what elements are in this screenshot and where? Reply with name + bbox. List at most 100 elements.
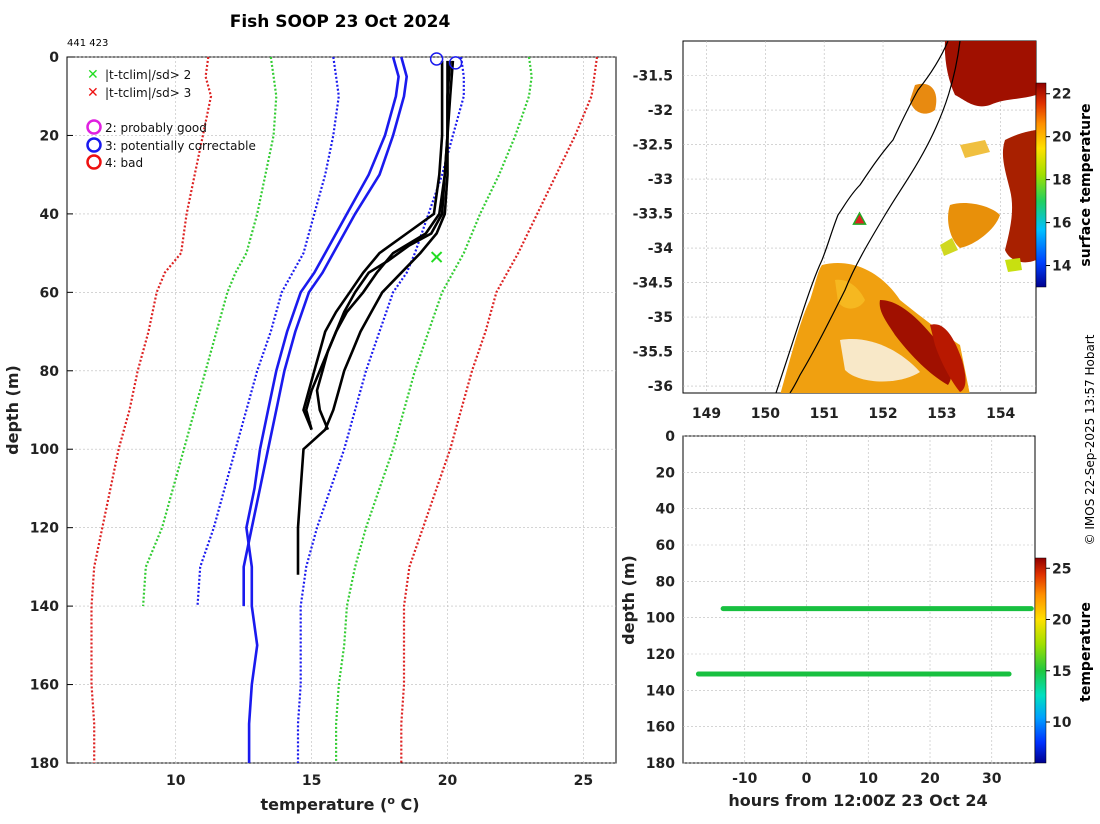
profile-xtick-label: 15 bbox=[302, 773, 321, 789]
profile-lines bbox=[90, 56, 599, 763]
map-colorbar bbox=[1035, 82, 1047, 288]
map-ytick-label: -34 bbox=[648, 241, 674, 257]
legend-qc-3: 3: potentially correctable bbox=[105, 139, 256, 153]
legend-circle-red-icon bbox=[86, 154, 102, 170]
td-colorbar-label: temperature bbox=[1078, 602, 1094, 702]
profile-ytick-label: 120 bbox=[30, 521, 59, 537]
map-ytick-label: -32.5 bbox=[633, 138, 673, 154]
profile-ytick-label: 80 bbox=[40, 364, 60, 380]
map-xtick-label: 149 bbox=[692, 406, 721, 422]
profile-xtick-label: 20 bbox=[438, 773, 458, 789]
map-colorbar-ticks: 14 16 18 20 22 bbox=[1046, 87, 1072, 275]
map-shelf-contour bbox=[789, 41, 961, 393]
td-ytick-label: 180 bbox=[646, 756, 675, 772]
profile-ytick-label: 100 bbox=[30, 442, 59, 458]
figure-title: Fish SOOP 23 Oct 2024 bbox=[230, 12, 451, 32]
profile-ytick-label: 40 bbox=[40, 207, 60, 223]
profile-xlabel: temperature (o C) bbox=[260, 794, 419, 815]
legend-x-red-icon: ✕ bbox=[87, 85, 99, 101]
map-ytick-label: -31.5 bbox=[633, 69, 673, 85]
profile-ytick-label: 20 bbox=[40, 128, 60, 144]
td-xtick-label: 30 bbox=[982, 771, 1002, 787]
legend-x-green-icon: ✕ bbox=[87, 67, 99, 83]
profile-series-clim-3sd-lo bbox=[90, 56, 213, 763]
map-sst-patch bbox=[835, 279, 865, 309]
profile-ytick-label: 60 bbox=[40, 285, 60, 301]
legend-circle-magenta-icon bbox=[86, 119, 102, 135]
map-colorbar-tick-label: 14 bbox=[1052, 259, 1072, 275]
td-xtick-label: 0 bbox=[802, 771, 812, 787]
profile-ytick-label: 140 bbox=[30, 599, 59, 615]
td-ytick-label: 20 bbox=[656, 465, 676, 481]
map-sst-patch bbox=[960, 140, 990, 158]
map-xtick-label: 154 bbox=[986, 406, 1015, 422]
profile-axes-box bbox=[66, 56, 617, 764]
legend: ✕ |t-tclim|/sd> 2 ✕ |t-tclim|/sd> 3 2: p… bbox=[86, 67, 256, 170]
map-sst-north-core bbox=[944, 41, 1036, 107]
time-depth-plot: -10 0 10 20 30 0 20 40 60 80 100 120 140 160 180 hours… bbox=[619, 429, 1094, 810]
profile-series-clim-2sd-lo bbox=[142, 56, 278, 607]
profile-series-clim-3sd-hi bbox=[400, 56, 599, 763]
td-ylabel: depth (m) bbox=[619, 555, 638, 645]
td-ytick-label: 0 bbox=[665, 429, 675, 445]
profile-ytick-label: 180 bbox=[30, 756, 59, 772]
profile-marker-qc-3 bbox=[429, 52, 444, 66]
profile-series-clim-mean-2 bbox=[245, 56, 400, 763]
map-sst-field bbox=[775, 41, 1036, 393]
map-ticks: 149 150 151 152 153 154 -31.5 -32 -32.5 -33 -33.5 -… bbox=[633, 69, 1016, 422]
map-ytick-label: -33 bbox=[648, 172, 673, 188]
legend-qc-4: 4: bad bbox=[105, 156, 143, 170]
map-sst-patch bbox=[1005, 258, 1022, 272]
map-sst-eddy-core bbox=[879, 300, 952, 385]
td-xtick-label: 10 bbox=[859, 771, 879, 787]
map-xtick-label: 150 bbox=[751, 406, 780, 422]
map-ytick-label: -36 bbox=[648, 379, 673, 395]
map-xtick-label: 151 bbox=[810, 406, 839, 422]
td-ytick-label: 80 bbox=[656, 574, 676, 590]
sst-map: 149 150 151 152 153 154 -31.5 -32 -32.5 -33 -33.5 -… bbox=[633, 40, 1094, 422]
td-colorbar-tick-label: 25 bbox=[1052, 561, 1071, 577]
td-colorbar bbox=[1034, 557, 1047, 764]
profile-series-cast-4 bbox=[302, 60, 444, 431]
td-colorbar-ticks: 10 15 20 25 bbox=[1046, 561, 1072, 731]
profile-series-clim-1sd-hi bbox=[296, 56, 465, 763]
platform-id: 441 423 bbox=[67, 38, 108, 49]
map-colorbar-label: surface temperature bbox=[1078, 103, 1094, 266]
legend-qc-2: 2: probably good bbox=[105, 121, 207, 135]
profile-markers bbox=[429, 52, 463, 263]
td-ytick-label: 60 bbox=[656, 538, 676, 554]
map-colorbar-tick-label: 16 bbox=[1052, 216, 1071, 232]
map-ytick-label: -33.5 bbox=[633, 207, 673, 223]
map-sst-patch bbox=[910, 83, 937, 114]
profile-series-cast-3 bbox=[304, 60, 452, 430]
map-sst-eddy-edge bbox=[930, 324, 966, 392]
profile-marker-qc-3 bbox=[448, 56, 463, 70]
legend-flag-3sd: |t-tclim|/sd> 3 bbox=[105, 86, 191, 100]
credit-text: © IMOS 22-Sep-2025 13:57 Hobart bbox=[1083, 334, 1097, 545]
legend-circle-blue-icon bbox=[86, 137, 102, 153]
td-xtick-label: 20 bbox=[920, 771, 940, 787]
profile-xtick-label: 10 bbox=[166, 773, 186, 789]
legend-flag-2sd: |t-tclim|/sd> 2 bbox=[105, 68, 191, 82]
td-grid bbox=[683, 435, 1035, 764]
profile-series-clim-1sd-lo bbox=[196, 56, 340, 607]
profile-ytick-label: 0 bbox=[49, 50, 59, 66]
td-ticks: -10 0 10 20 30 0 20 40 60 80 100 120 140 160 180 bbox=[646, 429, 1002, 787]
profile-ylabel: depth (m) bbox=[3, 365, 22, 455]
map-sst-cloud bbox=[840, 339, 920, 382]
map-ytick-label: -35 bbox=[648, 310, 673, 326]
map-sst-patch bbox=[940, 238, 958, 256]
td-xtick-label: -10 bbox=[732, 771, 758, 787]
td-ytick-label: 140 bbox=[646, 683, 675, 699]
td-ytick-label: 120 bbox=[646, 647, 675, 663]
map-station-marker bbox=[852, 211, 867, 225]
profile-series-cast-1 bbox=[296, 60, 449, 575]
td-axes-box bbox=[682, 435, 1036, 764]
profile-xtick-label: 25 bbox=[574, 773, 593, 789]
profile-plot: 10 15 20 25 0 20 40 60 80 100 120 140 160 180 tempera… bbox=[3, 50, 617, 815]
map-ytick-label: -34.5 bbox=[633, 276, 673, 292]
td-colorbar-tick-label: 20 bbox=[1052, 613, 1072, 629]
map-ytick-label: -32 bbox=[648, 103, 673, 119]
map-sst-east-core bbox=[1002, 130, 1036, 263]
